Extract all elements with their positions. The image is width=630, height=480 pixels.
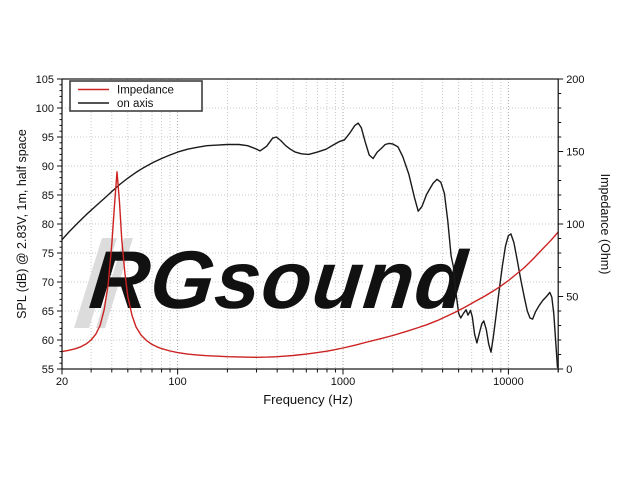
x-tick-label: 1000 [331, 376, 355, 388]
legend: Impedance on axis [69, 80, 203, 112]
y-left-tick-label: 95 [42, 132, 54, 144]
y-left-tick-label: 85 [42, 190, 54, 202]
on-axis-curve [62, 122, 559, 368]
y-right-tick-label: 200 [566, 74, 584, 86]
y-left-tick-label: 55 [42, 364, 54, 376]
x-axis-title: Frequency (Hz) [263, 392, 353, 407]
y-left-tick-label: 65 [42, 306, 54, 318]
x-tick-label: 20 [56, 376, 68, 388]
grid [62, 79, 559, 369]
legend-box [69, 80, 203, 112]
curves [62, 122, 559, 368]
rgsound-watermark: RGsound [74, 235, 472, 328]
x-tick-label: 10000 [493, 376, 524, 388]
y-right-tick-label: 50 [566, 292, 578, 304]
y-left-tick-label: 100 [36, 103, 54, 115]
legend-onaxis-label: on axis [117, 98, 154, 110]
watermark-logo-mark [74, 238, 117, 328]
x-tick-label: 100 [168, 376, 186, 388]
y-left-tick-label: 105 [36, 74, 54, 86]
y-axis-right-title: Impedance (Ohm) [598, 174, 612, 275]
y-left-tick-label: 80 [42, 219, 54, 231]
watermark-text: RGsound [86, 235, 472, 326]
y-right-tick-label: 150 [566, 147, 584, 159]
y-left-tick-label: 60 [42, 335, 54, 347]
y-left-tick-label: 75 [42, 248, 54, 260]
legend-impedance-label: Impedance [117, 85, 174, 97]
y-left-tick-label: 70 [42, 277, 54, 289]
impedance-curve [62, 171, 559, 358]
y-right-tick-label: 100 [566, 219, 584, 231]
axis-tick-labels: 20 100 1000 10000 55 60 65 70 75 80 85 90 95 100 105 0 5… [36, 74, 585, 388]
y-axis-left-title: SPL (dB) @ 2.83V, 1m, half space [15, 129, 29, 319]
y-left-tick-label: 90 [42, 161, 54, 173]
axis-ticks [57, 78, 564, 375]
y-right-tick-label: 0 [566, 364, 572, 376]
